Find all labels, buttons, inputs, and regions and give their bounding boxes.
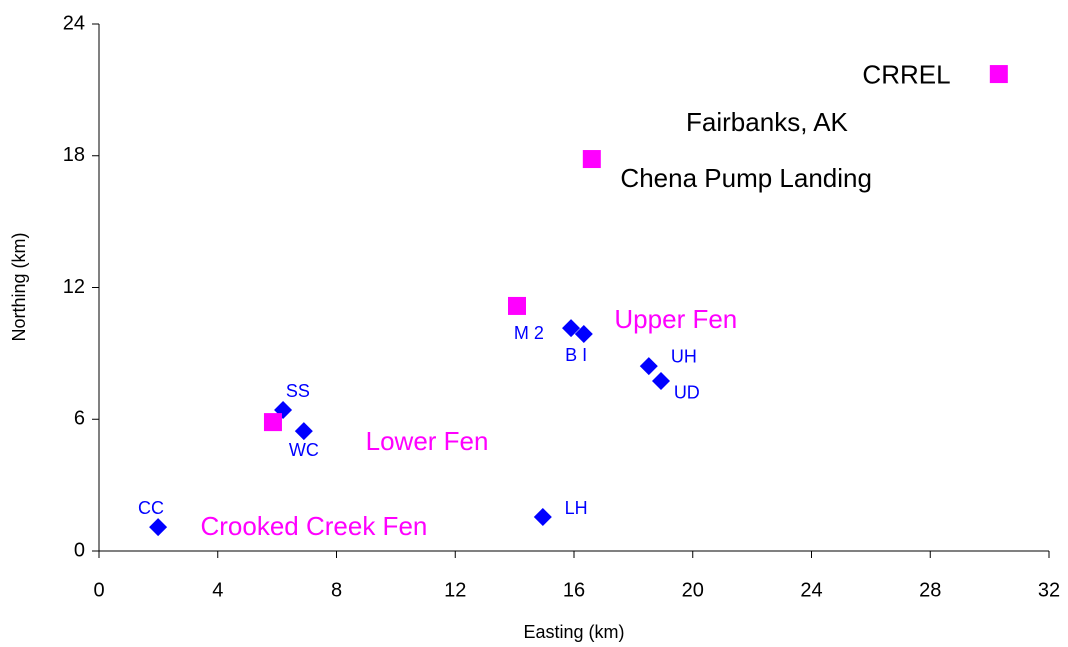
point [651, 372, 670, 391]
point [533, 507, 552, 526]
annotation: Chena Pump Landing [620, 163, 872, 193]
y-tick-label: 24 [63, 12, 85, 34]
x-tick-label: 4 [212, 579, 223, 601]
x-tick-label: 12 [444, 579, 466, 601]
point [149, 518, 168, 537]
point [294, 422, 313, 441]
y-axis-title: Northing (km) [9, 232, 29, 341]
x-tick-label: 32 [1038, 579, 1060, 601]
x-tick-label: 28 [919, 579, 941, 601]
annotation: LH [565, 498, 588, 518]
annotation: M 2 [514, 323, 544, 343]
annotation: Fairbanks, AK [686, 107, 849, 137]
point [989, 65, 1008, 84]
x-tick-label: 0 [93, 579, 104, 601]
x-tick-label: 16 [563, 579, 585, 601]
annotation: CRREL [862, 60, 950, 90]
point [263, 413, 282, 432]
annotation: CC [138, 498, 164, 518]
x-tick-label: 8 [331, 579, 342, 601]
annotation: Upper Fen [614, 304, 737, 334]
annotation: UH [671, 347, 697, 367]
annotation: WC [289, 440, 319, 460]
annotation: SS [286, 381, 310, 401]
y-tick-label: 6 [74, 408, 85, 430]
y-tick-label: 0 [74, 539, 85, 561]
x-tick-label: 24 [800, 579, 822, 601]
point [562, 319, 581, 338]
point [582, 150, 601, 169]
x-tick-label: 20 [682, 579, 704, 601]
y-tick-label: 12 [63, 276, 85, 298]
point [574, 325, 593, 344]
x-axis-title: Easting (km) [523, 622, 624, 642]
annotation: UD [674, 383, 700, 403]
point [639, 357, 658, 376]
annotation: Lower Fen [366, 426, 489, 456]
point [508, 296, 526, 315]
annotation: Crooked Creek Fen [200, 511, 427, 541]
y-tick-label: 18 [63, 144, 85, 166]
annotation: B I [565, 345, 587, 365]
